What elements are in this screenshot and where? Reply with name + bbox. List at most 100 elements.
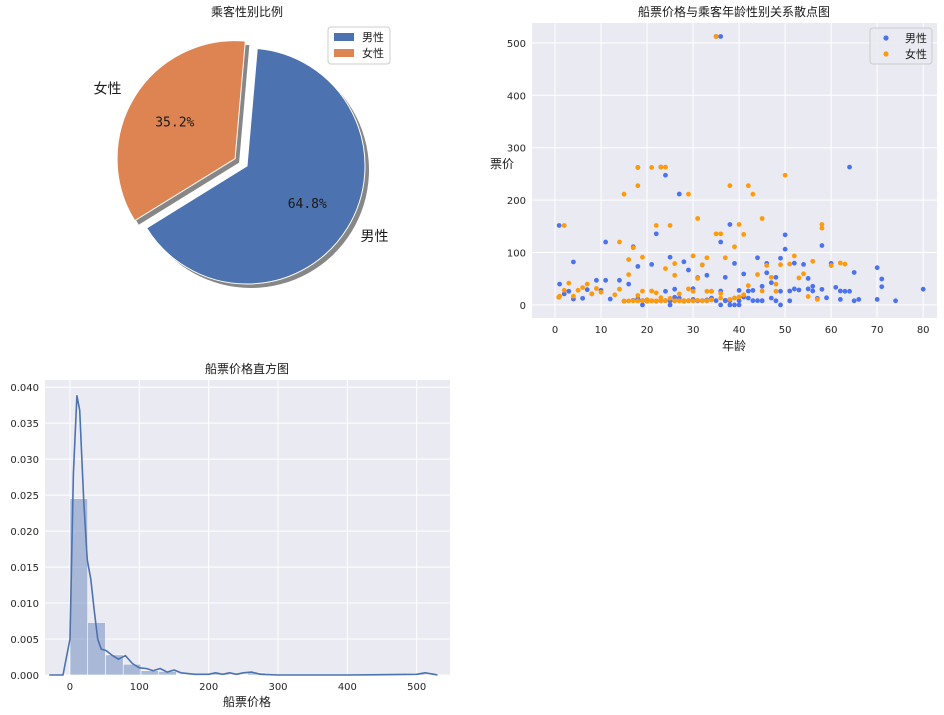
scatter-legend-label: 女性 bbox=[905, 47, 927, 61]
scatter-point-male bbox=[626, 281, 632, 287]
scatter-point-female bbox=[787, 261, 793, 267]
scatter-point-male bbox=[663, 172, 668, 178]
scatter-point-female bbox=[640, 288, 645, 294]
scatter-point-female bbox=[741, 292, 747, 298]
scatter-x-tick-label: 30 bbox=[687, 325, 700, 336]
scatter-point-male bbox=[824, 295, 829, 301]
scatter-point-female bbox=[566, 280, 572, 286]
scatter-y-tick-label: 400 bbox=[507, 91, 526, 102]
scatter-point-male bbox=[741, 271, 747, 277]
hist-plot-area bbox=[45, 380, 450, 675]
scatter-point-male bbox=[727, 222, 733, 227]
scatter-point-male bbox=[607, 296, 613, 302]
scatter-point-female bbox=[630, 298, 636, 304]
scatter-point-male bbox=[649, 261, 655, 267]
scatter-point-male bbox=[851, 298, 857, 304]
scatter-point-male bbox=[787, 288, 793, 294]
scatter-point-male bbox=[810, 283, 816, 289]
scatter-point-female bbox=[732, 295, 737, 301]
scatter-point-male bbox=[874, 296, 880, 302]
scatter-point-male bbox=[847, 164, 852, 170]
scatter-point-male bbox=[672, 294, 678, 300]
scatter-point-male bbox=[768, 295, 774, 301]
scatter-point-male bbox=[791, 286, 797, 292]
scatter-point-female bbox=[745, 283, 751, 289]
hist-bar bbox=[140, 670, 160, 676]
scatter-point-male bbox=[556, 223, 562, 228]
scatter-point-male bbox=[566, 288, 572, 294]
scatter-point-female bbox=[635, 183, 641, 189]
scatter-point-male bbox=[759, 283, 765, 289]
pie-legend-label: 女性 bbox=[362, 46, 384, 60]
scatter-point-male bbox=[732, 302, 737, 308]
scatter-point-male bbox=[718, 34, 724, 39]
scatter-point-female bbox=[741, 232, 747, 237]
scatter-point-female bbox=[658, 164, 664, 170]
scatter-point-female bbox=[621, 191, 627, 197]
scatter-point-male bbox=[837, 288, 843, 294]
scatter-y-tick-label: 0 bbox=[520, 301, 526, 312]
hist-y-tick-label: 0.010 bbox=[10, 599, 39, 610]
scatter-point-female bbox=[635, 293, 641, 298]
scatter-point-female bbox=[626, 272, 632, 278]
scatter-point-female bbox=[796, 275, 802, 281]
scatter-point-male bbox=[847, 288, 852, 294]
scatter-x-tick-label: 0 bbox=[552, 325, 558, 336]
histogram-body: 0 100 200 300 400 500 0.000 0.005 0.010 0.015 0.02… bbox=[10, 380, 450, 693]
scatter-point-female bbox=[713, 231, 719, 237]
scatter-point-male bbox=[584, 287, 590, 293]
scatter-point-male bbox=[787, 298, 793, 304]
scatter-point-female bbox=[612, 292, 618, 298]
scatter-point-female bbox=[594, 286, 599, 291]
pie-legend-swatch bbox=[334, 49, 354, 57]
pie-legend-swatch bbox=[334, 33, 354, 41]
scatter-point-male bbox=[750, 298, 756, 304]
scatter-point-female bbox=[695, 276, 701, 281]
scatter-y-tick-label: 100 bbox=[507, 249, 526, 260]
scatter-point-female bbox=[837, 260, 843, 266]
scatter-point-female bbox=[704, 255, 710, 261]
pie-title: 乘客性别比例 bbox=[211, 4, 283, 19]
scatter-point-male bbox=[722, 297, 728, 303]
scatter-chart: 船票价格与乘客年龄性别关系散点图 0 10 20 30 40 50 60 70 80 0 100 20… bbox=[490, 4, 937, 353]
scatter-point-male bbox=[732, 261, 737, 266]
scatter-point-male bbox=[557, 281, 563, 287]
scatter-point-female bbox=[690, 288, 696, 294]
scatter-point-female bbox=[676, 291, 682, 297]
scatter-point-female bbox=[699, 298, 705, 304]
scatter-point-female bbox=[768, 274, 774, 280]
hist-x-tick-label: 200 bbox=[199, 682, 218, 693]
hist-xlabel: 船票价格 bbox=[223, 694, 271, 709]
pie-slice-label: 女性 bbox=[94, 81, 122, 98]
hist-x-tick-label: 500 bbox=[407, 682, 426, 693]
scatter-point-male bbox=[805, 286, 811, 292]
scatter-point-male bbox=[768, 280, 774, 286]
scatter-point-male bbox=[801, 261, 806, 267]
scatter-point-female bbox=[819, 225, 825, 231]
scatter-point-female bbox=[810, 258, 816, 264]
scatter-point-male bbox=[810, 288, 816, 294]
hist-title: 船票价格直方图 bbox=[205, 361, 289, 376]
scatter-point-female bbox=[718, 231, 724, 237]
scatter-x-tick-label: 80 bbox=[917, 325, 930, 336]
scatter-point-female bbox=[750, 191, 756, 197]
scatter-point-male bbox=[571, 259, 576, 265]
scatter-point-male bbox=[594, 277, 599, 283]
hist-y-tick-label: 0.020 bbox=[10, 527, 39, 538]
scatter-point-female bbox=[736, 294, 742, 300]
scatter-point-male bbox=[667, 302, 673, 308]
scatter-point-female bbox=[686, 286, 691, 292]
scatter-point-female bbox=[759, 288, 765, 294]
scatter-point-female bbox=[653, 223, 659, 228]
scatter-point-female bbox=[663, 164, 668, 170]
scatter-point-male bbox=[745, 295, 751, 301]
scatter-point-female bbox=[676, 298, 682, 304]
scatter-point-female bbox=[621, 298, 627, 304]
scatter-point-male bbox=[718, 239, 724, 245]
scatter-point-female bbox=[635, 165, 641, 170]
scatter-point-female bbox=[649, 298, 655, 304]
scatter-point-male bbox=[773, 274, 779, 280]
scatter-point-female bbox=[557, 293, 563, 299]
scatter-y-tick-label: 500 bbox=[507, 39, 526, 50]
